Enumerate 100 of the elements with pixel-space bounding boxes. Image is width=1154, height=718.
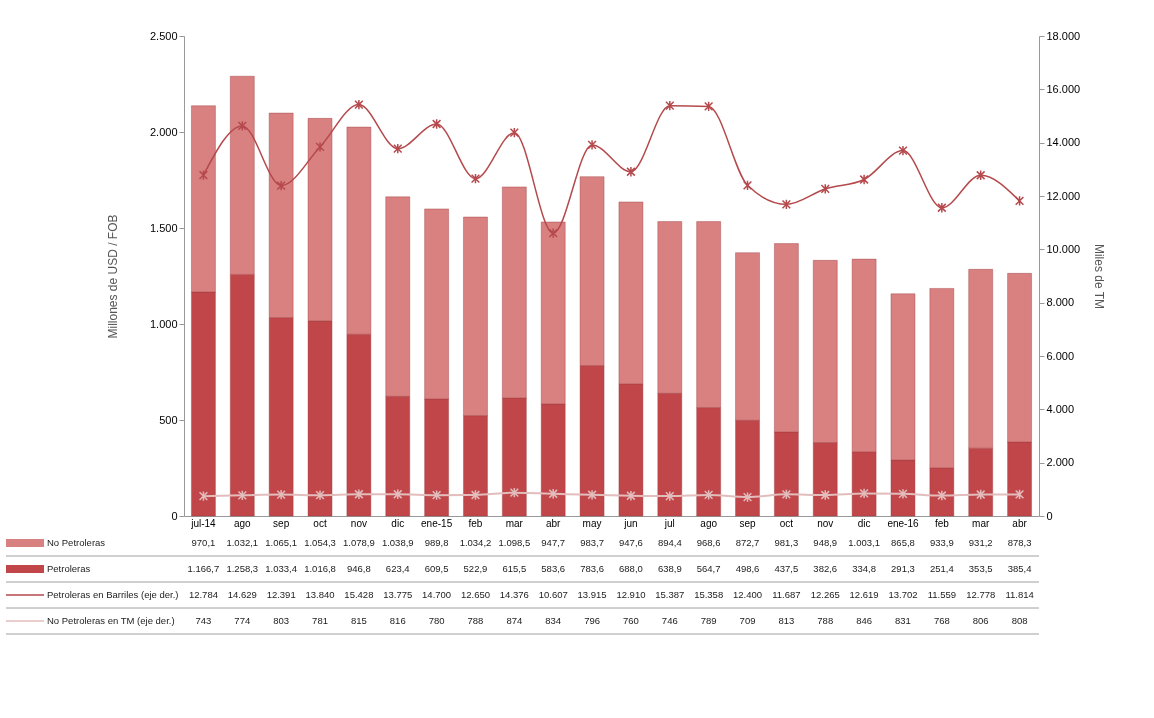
data-label: 981,3 — [774, 537, 799, 548]
data-label: 788 — [467, 615, 484, 626]
data-label: 12.910 — [616, 589, 646, 600]
point — [665, 100, 675, 112]
y2-tick-label: 4.000 — [1046, 402, 1075, 415]
x-tick-label: ago — [700, 517, 718, 529]
y-axis-title: Millones de USD / FOB — [105, 214, 120, 339]
data-label: 12.784 — [188, 589, 218, 600]
data-label: 768 — [933, 615, 950, 626]
point — [937, 202, 947, 214]
point — [820, 183, 830, 195]
point — [781, 488, 792, 500]
x-tick-label: jun — [623, 517, 638, 529]
data-label: 1.065,1 — [265, 537, 298, 548]
point — [626, 490, 636, 502]
data-label: 15.387 — [655, 589, 685, 600]
x-tick-label: sep — [739, 517, 757, 529]
point — [859, 174, 869, 185]
y2-tick-label: 0 — [1046, 509, 1053, 522]
point — [315, 489, 325, 501]
x-tick-label: jul-14 — [190, 517, 217, 529]
data-label: 878,3 — [1007, 537, 1032, 548]
point — [431, 489, 442, 501]
y-tick-label: 1.500 — [149, 221, 178, 234]
data-label: 623,4 — [385, 563, 410, 574]
point — [937, 490, 947, 501]
data-label: 382,6 — [813, 563, 838, 574]
legend-label: No Petroleras — [47, 537, 106, 548]
y-tick-label: 1.000 — [149, 317, 178, 330]
point — [898, 488, 908, 500]
data-label: 498,6 — [735, 563, 760, 574]
data-label: 353,5 — [968, 563, 993, 574]
y2-axis-title: Miles de TM — [1092, 243, 1107, 310]
data-label: 774 — [234, 615, 251, 626]
data-label: 522,9 — [463, 563, 488, 574]
data-label: 983,7 — [580, 537, 604, 548]
x-tick-label: abr — [1012, 517, 1028, 529]
data-label: 251,4 — [929, 563, 954, 574]
point — [665, 490, 675, 502]
point — [1014, 489, 1025, 500]
data-label: 13.702 — [888, 589, 918, 600]
point — [548, 488, 558, 500]
y2-tick-label: 10.000 — [1046, 242, 1081, 255]
point — [820, 489, 830, 501]
data-label: 846 — [856, 615, 873, 626]
data-label: 789 — [700, 615, 717, 626]
data-label: 796 — [584, 615, 600, 626]
data-label: 1.003,1 — [848, 537, 880, 548]
data-label: 1.054,3 — [304, 537, 336, 548]
data-label: 947,7 — [541, 537, 566, 548]
data-label: 1.016,8 — [304, 563, 336, 574]
legend-label: No Petroleras en TM (eje der.) — [47, 615, 175, 626]
data-label: 803 — [273, 615, 290, 626]
y2-tick-label: 16.000 — [1046, 82, 1081, 95]
x-tick-label: abr — [545, 517, 562, 529]
data-label: 709 — [739, 615, 756, 626]
data-label: 989,8 — [424, 537, 449, 548]
point — [470, 489, 481, 501]
point — [354, 488, 364, 500]
point — [742, 179, 753, 191]
data-label: 1.258,3 — [226, 563, 259, 574]
x-tick-label: oct — [313, 517, 327, 529]
x-tick-label: may — [582, 517, 602, 529]
point — [898, 145, 908, 157]
data-label: 15.358 — [694, 589, 724, 600]
point — [393, 143, 403, 155]
data-label: 334,8 — [852, 563, 876, 574]
x-tick-label: feb — [934, 517, 950, 529]
data-label: 815 — [350, 615, 367, 626]
data-label: 865,8 — [891, 537, 915, 548]
legend-label: Petroleras en Barriles (eje der.) — [47, 589, 179, 600]
point — [704, 489, 714, 501]
x-tick-label: mar — [505, 517, 524, 529]
y-tick-label: 500 — [159, 413, 178, 426]
data-label: 874 — [506, 615, 523, 626]
data-label: 933,9 — [929, 537, 954, 548]
data-label: 1.034,2 — [459, 537, 492, 548]
x-tick-label: feb — [468, 517, 483, 529]
data-label: 14.700 — [422, 589, 452, 600]
data-label: 12.650 — [460, 589, 491, 600]
data-label: 808 — [1011, 615, 1028, 626]
data-label: 1.166,7 — [187, 563, 220, 574]
data-label: 12.391 — [266, 589, 296, 600]
data-label: 743 — [195, 615, 212, 626]
point — [198, 490, 209, 502]
data-label: 872,7 — [735, 537, 760, 548]
data-label: 894,4 — [657, 537, 682, 548]
data-label: 14.376 — [499, 589, 529, 600]
point — [587, 139, 597, 151]
point — [315, 141, 325, 153]
point — [626, 166, 636, 178]
data-label: 688,0 — [619, 563, 643, 574]
x-tick-label: dic — [391, 517, 405, 529]
legend-label: Petroleras — [47, 563, 91, 574]
point — [431, 118, 442, 130]
data-label: 615,5 — [502, 563, 527, 574]
data-label: 806 — [972, 615, 989, 626]
data-label: 11.559 — [927, 589, 957, 600]
data-label: 968,6 — [696, 537, 721, 548]
data-label: 11.814 — [1005, 589, 1034, 600]
